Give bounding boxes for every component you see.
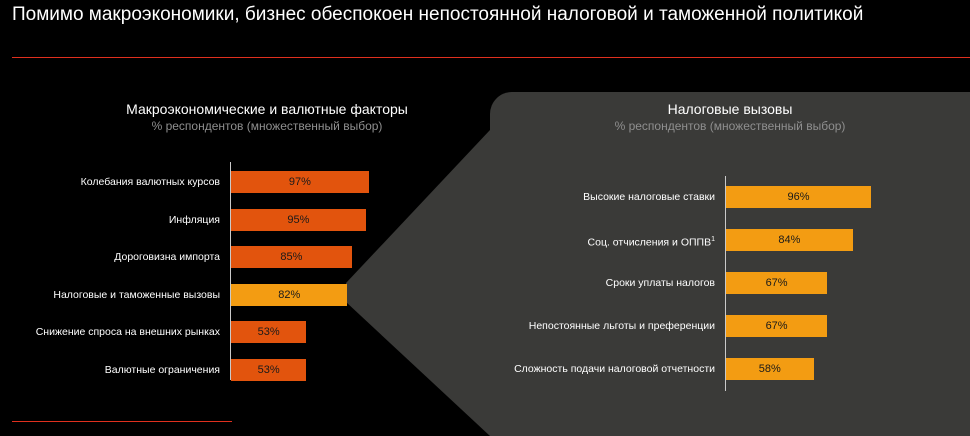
chart-left-title: Макроэкономические и валютные факторы [126,101,408,117]
bar-value-label: 84% [778,234,801,246]
bar-label: Соц. отчисления и ОППВ1 [587,236,715,249]
bar-value-label: 85% [280,251,303,263]
bar [726,229,853,251]
chart-right-axis [725,176,726,391]
bar [231,246,352,268]
bar-label: Налоговые и таможенные вызовы [53,288,220,301]
bar [726,358,814,380]
callout-wedge [346,130,490,436]
bar [726,272,828,294]
chart-left-header: Макроэкономические и валютные факторы % … [92,100,442,134]
bar [726,186,871,208]
bar-label: Высокие налоговые ставки [583,191,715,203]
bar [726,315,828,337]
tax-challenges-panel [490,92,970,436]
bar-label: Колебания валютных курсов [80,176,220,188]
title-divider [12,57,970,58]
bar-value-label: 58% [758,363,781,375]
bar [231,283,348,306]
footer-divider [12,421,232,422]
footnote-marker: 1 [711,236,715,243]
bar-value-label: 53% [257,363,280,376]
chart-left-subtitle: % респондентов (множественный выбор) [151,119,383,133]
bar-value-label: 67% [765,277,788,289]
chart-right-subtitle: % респондентов (множественный выбор) [614,119,846,133]
bar-label: Дороговизна импорта [114,251,220,263]
bar-value-label: 67% [765,320,788,332]
bar-label: Сроки уплаты налогов [605,277,715,289]
bar-label: Снижение спроса на внешних рынках [35,326,220,338]
chart-right-header: Налоговые вызовы % респондентов (множест… [550,100,910,134]
chart-left-axis [230,162,231,380]
bar-label: Валютные ограничения [104,363,220,376]
bar-label: Непостоянные льготы и преференции [528,320,715,332]
bar-value-label: 95% [287,213,310,226]
bar-value-label: 96% [787,191,810,203]
bar-label: Инфляция [168,213,220,226]
page-title: Помимо макроэкономики, бизнес обеспокоен… [12,4,864,25]
bar [231,171,369,193]
bar-label: Сложность подачи налоговой отчетности [514,363,715,375]
bar [231,321,307,343]
bar [231,358,307,381]
bar-value-label: 53% [257,326,280,338]
bar-value-label: 97% [288,176,311,188]
bar-value-label: 82% [278,288,301,301]
chart-right-title: Налоговые вызовы [667,101,793,117]
bar [231,208,366,231]
